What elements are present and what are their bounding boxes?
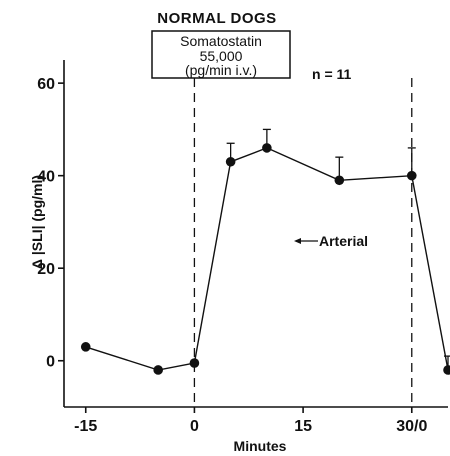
y-axis-title: Δ |SLI| (pg/ml) [29, 175, 45, 269]
x-axis-title: Minutes [234, 438, 287, 454]
chart-title: NORMAL DOGS [157, 10, 276, 27]
n-label: n = 11 [312, 66, 352, 82]
treatment-box: Somatostatin 55,000 (pg/min i.v.) [151, 30, 291, 79]
x-tick-label: 15 [294, 418, 312, 435]
treatment-box-frame [151, 30, 291, 79]
data-point [189, 358, 200, 368]
arterial-arrowhead-icon [294, 238, 301, 244]
data-point [80, 342, 91, 352]
y-tick-label: 20 [37, 261, 55, 278]
y-tick-label: 60 [37, 76, 55, 93]
infusion-lines [193, 78, 413, 407]
y-tick-label: 40 [37, 169, 55, 186]
data-point [443, 365, 450, 375]
treatment-box-line-2: 55,000 [200, 48, 243, 64]
data-point [153, 365, 163, 375]
data-point [225, 156, 236, 167]
y-tick-label: 0 [46, 354, 55, 371]
data-point [334, 175, 345, 186]
x-tick-label: 0 [190, 418, 199, 435]
arterial-annotation: Arterial [294, 233, 368, 249]
x-tick-label: 30/0 [396, 418, 427, 435]
treatment-box-line-3: (pg/min i.v.) [185, 62, 257, 78]
arterial-label: Arterial [319, 233, 368, 249]
data-point [262, 143, 272, 153]
x-tick-label: -15 [74, 418, 97, 435]
data-point [406, 170, 417, 181]
plot-area [80, 128, 450, 375]
series-line [85, 147, 450, 373]
treatment-box-line-1: Somatostatin [180, 33, 262, 49]
